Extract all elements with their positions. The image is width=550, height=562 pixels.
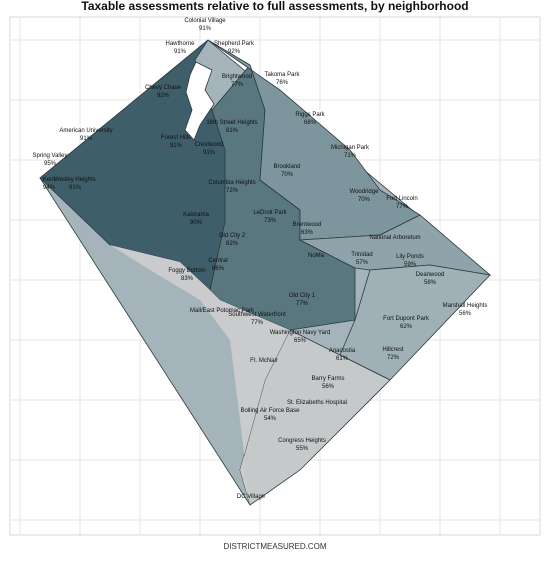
neighborhood-name: Kent: [43, 177, 56, 183]
neighborhood-name: Brightwood: [222, 74, 252, 80]
neighborhood-value: 91%: [199, 26, 212, 32]
neighborhood-name: Lily Ponds: [396, 254, 424, 260]
neighborhood-value: 61%: [336, 356, 349, 362]
neighborhood-name: Michigan Park: [331, 145, 370, 151]
neighborhood-name: Woodridge: [350, 189, 380, 195]
labels: Colonial Village 91% Hawthorne 91% Shepherd …: [33, 18, 488, 500]
neighborhood-value: 86%: [212, 266, 225, 272]
neighborhood-value: 54%: [264, 416, 277, 422]
neighborhood-name: Foggy Bottom: [168, 268, 205, 274]
neighborhood-value: 68%: [304, 120, 317, 126]
neighborhood-value: 71%: [344, 153, 357, 159]
neighborhood-value: 91%: [174, 49, 187, 55]
title: Taxable assessments relative to full ass…: [81, 0, 468, 13]
neighborhood-value: 82%: [226, 241, 239, 247]
neighborhood-value: 65%: [294, 338, 307, 344]
neighborhood-value: 92%: [157, 93, 170, 99]
neighborhood-value: 77%: [231, 82, 244, 88]
neighborhood-name: Mall/East Potomac Park: [190, 308, 255, 314]
neighborhood-value: 91%: [80, 136, 93, 142]
neighborhood-value: 77%: [251, 320, 264, 326]
neighborhood-name: Deanwood: [416, 272, 445, 278]
neighborhood-name: Old City 2: [219, 233, 246, 239]
neighborhood-name: Chevy Chase: [145, 85, 182, 91]
neighborhood-value: 77%: [296, 301, 309, 307]
neighborhood-name: American University: [59, 128, 112, 134]
neighborhood-value: 62%: [400, 324, 413, 330]
neighborhood-name: Old City 1: [289, 293, 316, 299]
panel-border: [9, 16, 541, 536]
neighborhood-name: Trinidad: [351, 252, 372, 258]
neighborhood-name: Hawthorne: [165, 41, 195, 47]
neighborhood-value: 72%: [226, 188, 239, 194]
neighborhood-value: 83%: [181, 276, 194, 282]
neighborhood-name: Shepherd Park: [214, 41, 255, 47]
neighborhood-value: 77%: [396, 204, 409, 210]
neighborhood-name: Anacostia: [329, 348, 356, 354]
neighborhood-value: 58%: [424, 280, 437, 286]
river: [110, 245, 290, 505]
neighborhood-name: Takoma Park: [264, 72, 300, 78]
neighborhood-name: Kalorama: [183, 212, 209, 218]
neighborhood-value: 57%: [356, 260, 369, 266]
neighborhood-name: Colonial Village: [184, 18, 226, 24]
neighborhood-value: 76%: [276, 80, 289, 86]
neighborhood-name: Washington Navy Yard: [270, 330, 331, 336]
neighborhood-name: Hillcrest: [382, 347, 404, 353]
neighborhood-name: Fort Lincoln: [386, 196, 417, 202]
neighborhood-name: Congress Heights: [278, 438, 326, 444]
neighborhood-name: Marshall Heights: [443, 303, 488, 309]
neighborhood-name: Forest Hills: [161, 135, 191, 141]
neighborhood-value: 73%: [264, 218, 277, 224]
neighborhood-value: 56%: [322, 384, 335, 390]
neighborhood-value: 63%: [301, 230, 314, 236]
neighborhood-name: St. Elizabeths Hospital: [287, 400, 347, 406]
neighborhood-name: Central: [208, 258, 227, 264]
neighborhood-name: Ft. McNair: [250, 358, 278, 364]
neighborhood-value: 95%: [44, 161, 57, 167]
neighborhood-name: 16th Street Heights: [206, 120, 257, 126]
neighborhood-value: 91%: [69, 185, 82, 191]
neighborhood-name: Fort Dupont Park: [383, 316, 430, 322]
neighborhood-value: 72%: [387, 355, 400, 361]
footer: DISTRICTMEASURED.COM: [223, 542, 326, 551]
neighborhood-value: 90%: [190, 220, 203, 226]
neighborhood-name: Wesley Heights: [54, 177, 96, 183]
neighborhood-name: Columbia Heights: [208, 180, 255, 186]
neighborhood-name: Riggs Park: [295, 112, 325, 118]
neighborhood-value: 59%: [404, 262, 417, 268]
neighborhood-value: 91%: [203, 150, 216, 156]
neighborhood-name: LeDroit Park: [253, 210, 287, 216]
districts: [39, 39, 492, 506]
neighborhood-value: 91%: [170, 143, 183, 149]
neighborhood-name: Southwest Waterfront: [228, 312, 286, 318]
neighborhood-name: DC Village: [237, 494, 266, 500]
neighborhood-value: 70%: [358, 197, 371, 203]
neighborhood-value: 92%: [228, 49, 241, 55]
neighborhood-name: National Arboretum: [369, 235, 420, 241]
neighborhood-value: 81%: [226, 128, 239, 134]
neighborhood-value: 94%: [43, 185, 56, 191]
neighborhood-value: 70%: [281, 172, 294, 178]
neighborhood-name: Barry Farms: [312, 376, 345, 382]
rock-creek: [184, 61, 215, 141]
neighborhood-name: Bolling Air Force Base: [240, 408, 300, 414]
neighborhood-name: Crestwood: [195, 142, 224, 148]
neighborhood-name: Brookland: [273, 164, 300, 170]
neighborhood-name: NoMa: [308, 253, 325, 259]
neighborhood-value: 55%: [296, 446, 309, 452]
district-south: [239, 329, 391, 506]
neighborhood-name: Spring Valley: [33, 153, 68, 159]
neighborhood-value: 56%: [459, 311, 472, 317]
neighborhood-name: Brentwood: [293, 222, 322, 228]
